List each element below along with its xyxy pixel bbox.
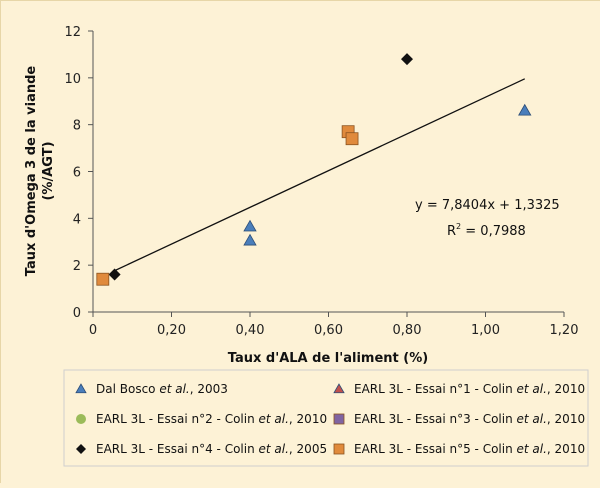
y-axis-title: Taux d'Omega 3 de la viande (%/AGT) [24, 66, 56, 277]
legend-label-part: EARL 3L - Essai n°5 - Colin [354, 442, 517, 456]
legend-label-part: et al. [517, 442, 547, 456]
legend-label-part: , 2010 [547, 382, 585, 396]
data-points [96, 53, 532, 286]
y-tick-label: 12 [64, 25, 81, 40]
legend-label-part: et al. [517, 382, 547, 396]
legend-label-part: et al. [259, 412, 289, 426]
r-squared-value: = 0,7988 [461, 224, 526, 239]
trend-equation: y = 7,8404x + 1,3325 [415, 198, 560, 213]
legend-label-part: , 2010 [289, 412, 327, 426]
legend-label-part: et al. [159, 382, 189, 396]
legend-label-series-2: EARL 3L - Essai n°1 - Colin et al., 2010 [354, 382, 585, 396]
legend-label-part: , 2010 [547, 442, 585, 456]
r-squared-sup: 2 [456, 222, 461, 231]
x-tick-label: 0,80 [393, 323, 422, 338]
y-axis-title-line1: Taux d'Omega 3 de la viande [24, 66, 39, 277]
x-tick-label: 0 [89, 323, 97, 338]
data-point-series-1 [518, 103, 532, 116]
y-tick-label: 0 [73, 306, 81, 321]
x-axis-title: Taux d'ALA de l'aliment (%) [228, 351, 428, 366]
y-tick-label: 2 [73, 259, 81, 274]
x-tick-label: 0,20 [157, 323, 186, 338]
legend-label-part: , 2010 [547, 412, 585, 426]
y-axis-title-line2: (%/AGT) [41, 141, 56, 200]
legend-marker-series-6 [333, 443, 345, 455]
legend-marker-series-5 [76, 444, 86, 454]
data-point-series-6 [96, 272, 110, 286]
x-tick-label: 1,00 [471, 323, 500, 338]
legend-label-part: et al. [259, 442, 289, 456]
y-tick-label: 8 [73, 119, 81, 134]
legend-label-part: , 2005 [289, 442, 327, 456]
y-tick-label: 10 [64, 72, 81, 87]
data-point-series-1 [243, 233, 257, 246]
legend-box [63, 369, 589, 467]
legend-label-part: et al. [517, 412, 547, 426]
data-point-series-5 [401, 53, 413, 66]
r-squared: R2 = 0,7988 [447, 222, 526, 239]
trendline-group [112, 78, 526, 273]
legend-marker-series-1 [75, 383, 87, 394]
legend-label-series-3: EARL 3L - Essai n°2 - Colin et al., 2010 [96, 412, 327, 426]
y-tick-label: 6 [73, 166, 81, 181]
legend-label-part: Dal Bosco [96, 382, 159, 396]
legend: Dal Bosco et al., 2003 EARL 3L - Essai n°… [75, 382, 585, 456]
data-point-series-6 [345, 132, 359, 146]
x-tick-label: 1,20 [550, 323, 579, 338]
legend-marker-series-4 [333, 413, 345, 425]
legend-label-part: EARL 3L - Essai n°2 - Colin [96, 412, 259, 426]
legend-marker-series-2 [333, 383, 345, 394]
x-tick-label: 0,60 [314, 323, 343, 338]
r-squared-prefix: R [447, 224, 456, 239]
legend-label-series-5: EARL 3L - Essai n°4 - Colin et al., 2005 [96, 442, 327, 456]
ticks: 0 0,20 0,40 0,60 0,80 1,00 1,20 0 2 4 6 8 10 12 [64, 25, 578, 338]
legend-label-series-1: Dal Bosco et al., 2003 [96, 382, 228, 396]
legend-label-part: EARL 3L - Essai n°1 - Colin [354, 382, 517, 396]
legend-label-part: EARL 3L - Essai n°4 - Colin [96, 442, 259, 456]
y-tick-label: 4 [73, 212, 81, 227]
legend-label-part: EARL 3L - Essai n°3 - Colin [354, 412, 517, 426]
legend-label-series-6: EARL 3L - Essai n°5 - Colin et al., 2010 [354, 442, 585, 456]
data-point-series-5 [108, 268, 121, 281]
legend-label-series-4: EARL 3L - Essai n°3 - Colin et al., 2010 [354, 412, 585, 426]
x-tick-label: 0,40 [236, 323, 265, 338]
data-point-series-1 [243, 219, 257, 232]
legend-label-part: , 2003 [190, 382, 228, 396]
legend-marker-series-3 [76, 414, 86, 424]
trendline [112, 78, 526, 273]
